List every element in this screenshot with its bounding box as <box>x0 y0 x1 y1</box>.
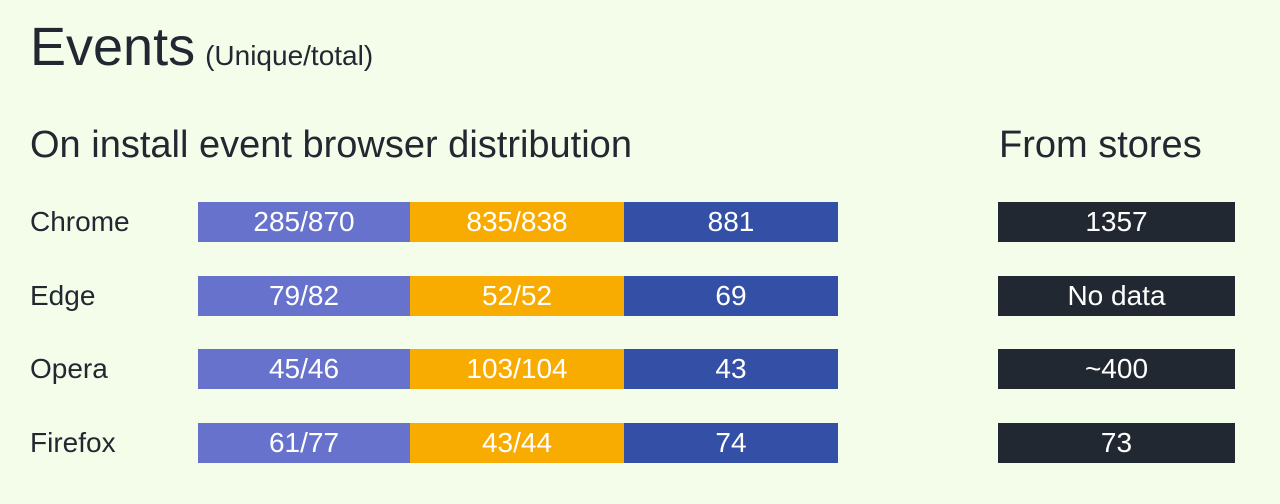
bar-segment-chrome-1: 285/870 <box>198 202 410 242</box>
store-value-opera: ~400 <box>998 349 1235 389</box>
row-label-firefox: Firefox <box>30 427 116 458</box>
row-label-chrome: Chrome <box>30 206 130 237</box>
bar-segment-firefox-3: 74 <box>624 423 838 463</box>
distribution-title: On install event browser distribution <box>30 124 632 166</box>
store-value-firefox: 73 <box>998 423 1235 463</box>
from-stores-title: From stores <box>999 124 1202 166</box>
page-title: Events <box>30 17 196 77</box>
row-label-edge: Edge <box>30 280 96 311</box>
bar-segment-firefox-1: 61/77 <box>198 423 410 463</box>
bar-segment-edge-2: 52/52 <box>410 276 624 316</box>
row-label-opera: Opera <box>30 353 108 384</box>
bar-segment-opera-3: 43 <box>624 349 838 389</box>
bar-segment-opera-2: 103/104 <box>410 349 624 389</box>
bar-segment-chrome-2: 835/838 <box>410 202 624 242</box>
page-subtitle: (Unique/total) <box>205 40 374 71</box>
store-value-edge: No data <box>998 276 1235 316</box>
store-value-chrome: 1357 <box>998 202 1235 242</box>
bar-segment-edge-1: 79/82 <box>198 276 410 316</box>
bar-segment-firefox-2: 43/44 <box>410 423 624 463</box>
page-title-row: Events (Unique/total) <box>30 16 373 78</box>
bar-segment-chrome-3: 881 <box>624 202 838 242</box>
bar-segment-edge-3: 69 <box>624 276 838 316</box>
bar-segment-opera-1: 45/46 <box>198 349 410 389</box>
